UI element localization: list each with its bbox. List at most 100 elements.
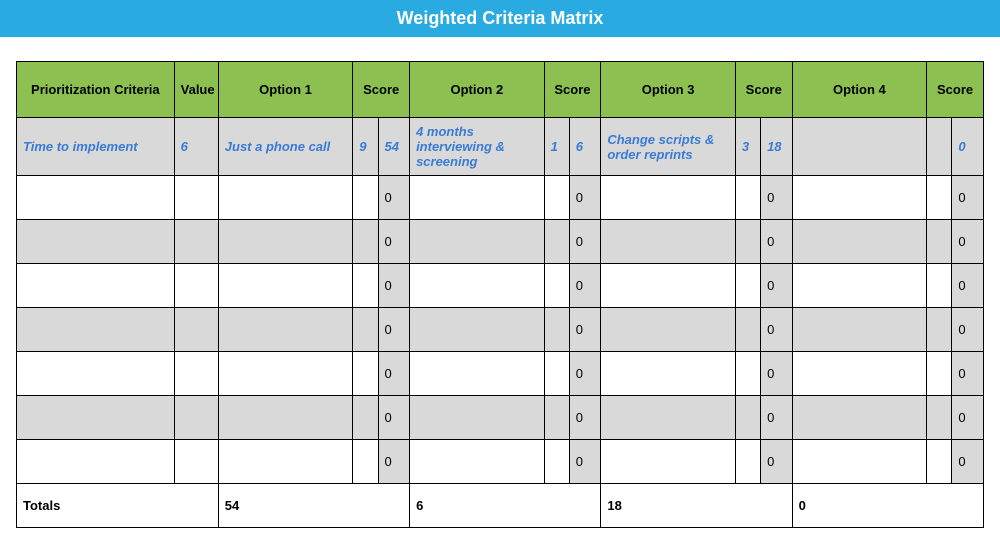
option2-score: 0 [569,308,601,352]
option2-rate[interactable] [544,352,569,396]
option4-score: 0 [952,440,984,484]
value-cell[interactable] [174,308,218,352]
table-row: 0000 [17,396,984,440]
value-cell[interactable] [174,396,218,440]
criteria-cell[interactable] [17,352,175,396]
value-cell[interactable] [174,264,218,308]
option4-rate[interactable] [927,264,952,308]
option4-text[interactable] [792,352,927,396]
option1-text[interactable] [218,176,353,220]
option2-rate[interactable] [544,308,569,352]
option1-rate[interactable] [353,220,378,264]
option2-rate[interactable]: 1 [544,118,569,176]
option4-score: 0 [952,118,984,176]
option3-text[interactable] [601,176,736,220]
option2-text[interactable] [410,308,545,352]
option1-rate[interactable] [353,308,378,352]
option1-text[interactable] [218,396,353,440]
option2-rate[interactable] [544,396,569,440]
option3-score: 0 [761,264,793,308]
criteria-cell[interactable] [17,308,175,352]
option4-text[interactable] [792,176,927,220]
option4-rate[interactable] [927,220,952,264]
criteria-cell[interactable] [17,264,175,308]
value-cell[interactable] [174,176,218,220]
option3-rate[interactable] [735,220,760,264]
option4-rate[interactable] [927,352,952,396]
option3-text[interactable] [601,396,736,440]
option1-text[interactable] [218,264,353,308]
col-criteria: Prioritization Criteria [17,62,175,118]
criteria-cell[interactable] [17,220,175,264]
option2-text[interactable] [410,440,545,484]
option2-rate[interactable] [544,220,569,264]
option4-text[interactable] [792,264,927,308]
option4-text[interactable] [792,440,927,484]
option3-rate[interactable] [735,264,760,308]
option4-rate[interactable] [927,308,952,352]
option1-rate[interactable] [353,352,378,396]
option2-score: 0 [569,264,601,308]
option3-score: 0 [761,220,793,264]
criteria-cell[interactable]: Time to implement [17,118,175,176]
value-cell[interactable] [174,440,218,484]
option2-rate[interactable] [544,176,569,220]
option3-text[interactable] [601,352,736,396]
option4-text[interactable] [792,118,927,176]
spacer [0,37,1000,61]
option3-text[interactable] [601,308,736,352]
option3-text[interactable] [601,264,736,308]
option4-rate[interactable] [927,396,952,440]
option2-text[interactable]: 4 months interviewing & screening [410,118,545,176]
option3-rate[interactable]: 3 [735,118,760,176]
option1-text[interactable]: Just a phone call [218,118,353,176]
option3-text[interactable] [601,440,736,484]
option3-rate[interactable] [735,308,760,352]
option2-text[interactable] [410,176,545,220]
option2-score: 6 [569,118,601,176]
option3-text[interactable] [601,220,736,264]
option2-text[interactable] [410,220,545,264]
option2-text[interactable] [410,352,545,396]
value-cell[interactable] [174,220,218,264]
option4-rate[interactable] [927,440,952,484]
option3-rate[interactable] [735,352,760,396]
total-2: 6 [410,484,601,528]
option3-rate[interactable] [735,176,760,220]
option2-rate[interactable] [544,264,569,308]
option1-rate[interactable]: 9 [353,118,378,176]
col-option4: Option 4 [792,62,927,118]
value-cell[interactable] [174,352,218,396]
matrix-container: Prioritization Criteria Value Option 1 S… [0,61,1000,544]
option1-rate[interactable] [353,440,378,484]
total-4: 0 [792,484,983,528]
option3-text[interactable]: Change scripts & order reprints [601,118,736,176]
option3-score: 0 [761,440,793,484]
option1-rate[interactable] [353,264,378,308]
option1-rate[interactable] [353,176,378,220]
option1-rate[interactable] [353,396,378,440]
option1-text[interactable] [218,220,353,264]
col-value: Value [174,62,218,118]
option4-score: 0 [952,308,984,352]
option4-rate[interactable] [927,176,952,220]
value-cell[interactable]: 6 [174,118,218,176]
option3-rate[interactable] [735,396,760,440]
option4-text[interactable] [792,308,927,352]
option2-score: 0 [569,352,601,396]
option3-rate[interactable] [735,440,760,484]
option4-text[interactable] [792,396,927,440]
option1-text[interactable] [218,440,353,484]
option4-rate[interactable] [927,118,952,176]
criteria-cell[interactable] [17,396,175,440]
criteria-cell[interactable] [17,176,175,220]
option2-rate[interactable] [544,440,569,484]
criteria-cell[interactable] [17,440,175,484]
table-row: 0000 [17,220,984,264]
option1-text[interactable] [218,352,353,396]
option2-text[interactable] [410,264,545,308]
option1-text[interactable] [218,308,353,352]
option2-text[interactable] [410,396,545,440]
option4-text[interactable] [792,220,927,264]
option1-score: 0 [378,308,410,352]
